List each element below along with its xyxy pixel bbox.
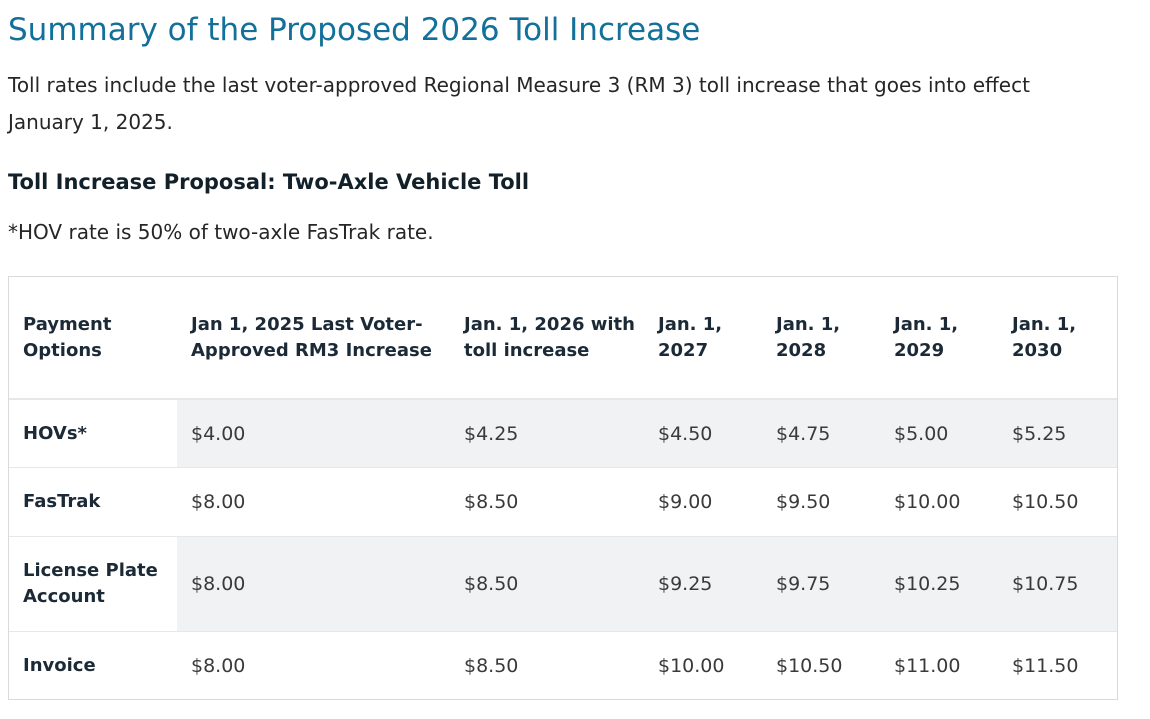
table-row-license-plate: License Plate Account $8.00 $8.50 $9.25 … — [9, 536, 1117, 632]
table-cell: $9.75 — [762, 536, 880, 632]
header-jan-2028: Jan. 1, 2028 — [762, 277, 880, 400]
header-jan-2030: Jan. 1, 2030 — [998, 277, 1117, 400]
table-cell: $4.50 — [644, 398, 762, 468]
header-payment-options: Payment Options — [9, 277, 177, 400]
table-cell: $8.50 — [450, 536, 644, 632]
table-row-hovs: HOVs* $4.00 $4.25 $4.50 $4.75 $5.00 $5.2… — [9, 398, 1117, 468]
table-cell: $8.00 — [177, 631, 450, 699]
table-cell: $11.50 — [998, 631, 1117, 699]
table-cell: $10.25 — [880, 536, 998, 632]
header-jan-2027: Jan. 1, 2027 — [644, 277, 762, 400]
table-cell: $4.00 — [177, 398, 450, 468]
table-cell: $5.00 — [880, 398, 998, 468]
table-cell: $10.00 — [880, 467, 998, 537]
table-header-row: Payment Options Jan 1, 2025 Last Voter-A… — [9, 277, 1117, 400]
table-cell: $10.75 — [998, 536, 1117, 632]
table-cell: $9.25 — [644, 536, 762, 632]
row-label: HOVs* — [9, 398, 177, 468]
table-cell: $10.50 — [998, 467, 1117, 537]
table-row-fastrak: FasTrak $8.00 $8.50 $9.00 $9.50 $10.00 $… — [9, 467, 1117, 537]
row-label: Invoice — [9, 631, 177, 699]
table-cell: $9.00 — [644, 467, 762, 537]
intro-paragraph: Toll rates include the last voter-approv… — [8, 73, 1030, 134]
table-cell: $10.00 — [644, 631, 762, 699]
hov-note: *HOV rate is 50% of two-axle FasTrak rat… — [8, 220, 434, 244]
table-cell: $9.50 — [762, 467, 880, 537]
header-jan-2025: Jan 1, 2025 Last Voter-Approved RM3 Incr… — [177, 277, 450, 400]
table-cell: $8.00 — [177, 467, 450, 537]
page-title: Summary of the Proposed 2026 Toll Increa… — [8, 12, 701, 48]
header-jan-2029: Jan. 1, 2029 — [880, 277, 998, 400]
row-label: License Plate Account — [9, 536, 177, 632]
table-cell: $11.00 — [880, 631, 998, 699]
table-cell: $10.50 — [762, 631, 880, 699]
table-cell: $8.00 — [177, 536, 450, 632]
header-jan-2026: Jan. 1, 2026 with toll increase — [450, 277, 644, 400]
table-cell: $4.25 — [450, 398, 644, 468]
section-heading: Toll Increase Proposal: Two-Axle Vehicle… — [8, 170, 530, 194]
table-cell: $4.75 — [762, 398, 880, 468]
toll-rate-table: Payment Options Jan 1, 2025 Last Voter-A… — [9, 277, 1117, 699]
table-cell: $8.50 — [450, 467, 644, 537]
table-cell: $5.25 — [998, 398, 1117, 468]
toll-table-container: Payment Options Jan 1, 2025 Last Voter-A… — [8, 276, 1118, 700]
table-cell: $8.50 — [450, 631, 644, 699]
row-label: FasTrak — [9, 467, 177, 537]
table-row-invoice: Invoice $8.00 $8.50 $10.00 $10.50 $11.00… — [9, 631, 1117, 699]
